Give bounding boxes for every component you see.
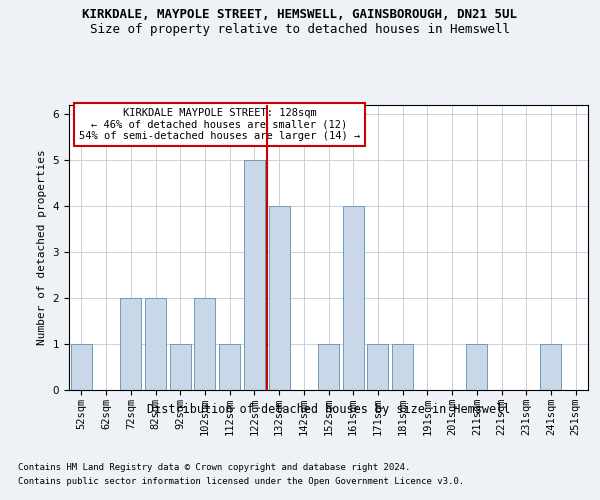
Bar [120,298,141,390]
Bar [466,344,487,390]
Bar [392,344,413,390]
Y-axis label: Number of detached properties: Number of detached properties [37,150,47,346]
Bar [318,344,339,390]
Bar [219,344,240,390]
Text: Distribution of detached houses by size in Hemswell: Distribution of detached houses by size … [147,402,511,415]
Bar [145,298,166,390]
Text: Contains public sector information licensed under the Open Government Licence v3: Contains public sector information licen… [18,478,464,486]
Bar [343,206,364,390]
Bar [244,160,265,390]
Bar [367,344,388,390]
Text: Contains HM Land Registry data © Crown copyright and database right 2024.: Contains HM Land Registry data © Crown c… [18,462,410,471]
Bar [194,298,215,390]
Text: KIRKDALE MAYPOLE STREET: 128sqm
← 46% of detached houses are smaller (12)
54% of: KIRKDALE MAYPOLE STREET: 128sqm ← 46% of… [79,108,360,141]
Bar [71,344,92,390]
Bar [541,344,562,390]
Bar [269,206,290,390]
Text: KIRKDALE, MAYPOLE STREET, HEMSWELL, GAINSBOROUGH, DN21 5UL: KIRKDALE, MAYPOLE STREET, HEMSWELL, GAIN… [83,8,517,20]
Text: Size of property relative to detached houses in Hemswell: Size of property relative to detached ho… [90,22,510,36]
Bar [170,344,191,390]
